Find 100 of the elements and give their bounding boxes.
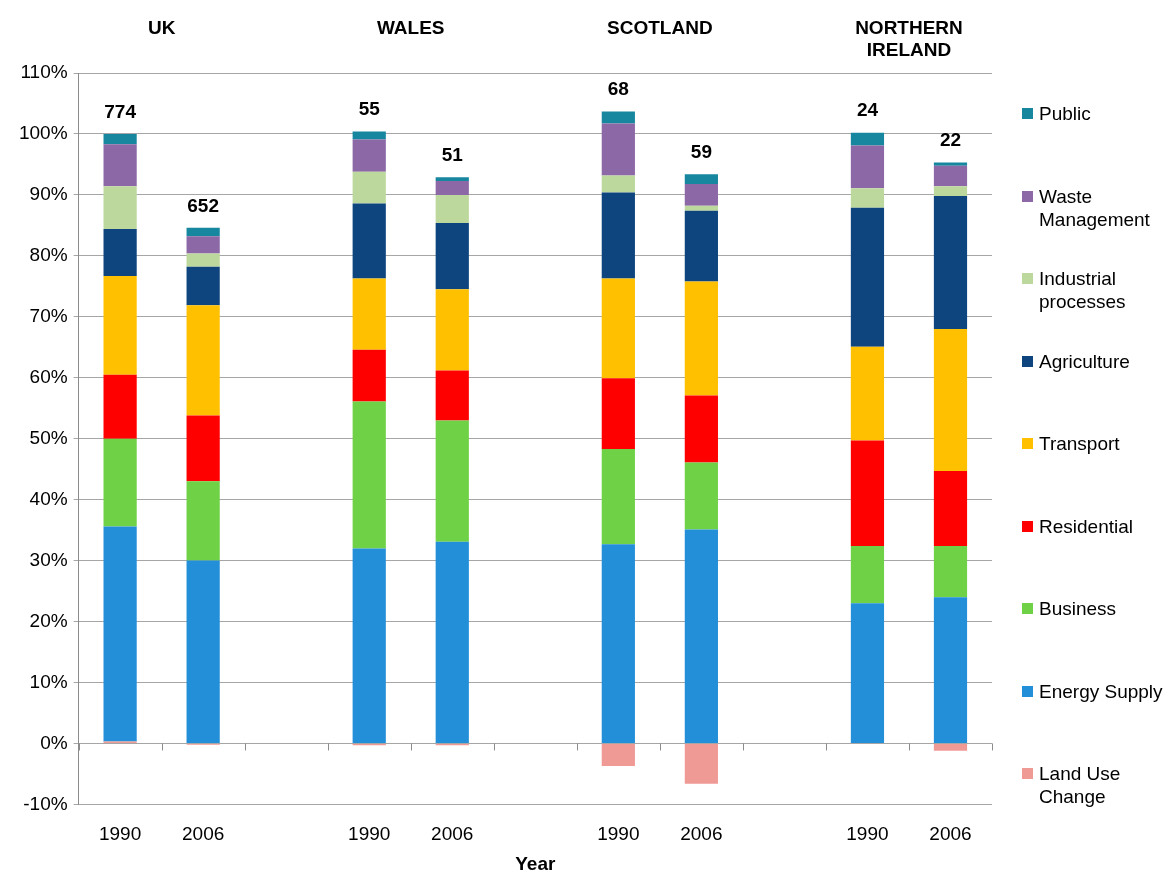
bar [601,743,635,766]
annotation: 59 [690,140,712,162]
bar [933,165,968,187]
y-tick-label: 0% [40,731,68,753]
bar [435,222,469,290]
text: NORTHERN IRELAND [855,16,963,60]
x-tick-label: 2006 [431,823,474,845]
bar [933,196,968,329]
x-tick-label: 1990 [597,823,640,845]
x-tick-label: 2006 [182,823,225,845]
y-tick-label: 80% [29,244,68,266]
bar [850,188,885,208]
legend-label: Industrial processes [1039,267,1127,313]
bar [933,545,968,598]
y-tick-label: 40% [29,487,68,509]
x-tick-label: 1990 [846,823,889,845]
legend-label: Public [1039,102,1092,125]
bar [601,378,635,450]
bar [186,236,220,254]
bar [850,132,885,146]
bar [186,560,220,743]
y-tick-label: 100% [18,122,68,144]
annotation: 51 [441,143,464,165]
bar [352,548,386,743]
bar [103,438,137,527]
bar [186,415,220,482]
bar [850,145,885,189]
bar [933,597,968,743]
bar [601,175,635,193]
bar [352,349,386,402]
y-tick-label: 10% [29,670,68,692]
bar [103,186,137,230]
bar [435,370,469,421]
bar [186,253,220,267]
bar [435,180,469,195]
bar [684,174,718,184]
bar [684,743,718,784]
text: WALES [376,16,445,38]
x-tick-label: 1990 [98,823,142,845]
legend-label: Transport [1039,432,1121,455]
bar [435,541,469,743]
legend-label: Energy Supply [1039,679,1164,703]
bar [601,192,635,279]
bar [850,346,885,441]
bar [435,194,469,223]
legend-label: Agriculture [1039,349,1131,373]
bar [601,544,635,743]
bar [103,275,137,375]
bar [435,177,469,181]
bar [850,207,885,347]
bar [684,183,718,206]
bar [103,133,137,145]
bar [601,278,635,379]
bar [933,186,968,197]
bar [186,227,220,237]
bar [684,395,718,463]
annotation: 652 [187,194,219,216]
legend-label: Waste Management [1039,184,1151,231]
annotation: 24 [856,99,879,121]
y-tick-label: 20% [29,609,68,631]
bar [684,281,718,396]
bar [933,743,968,751]
annotation: 22 [939,129,962,151]
bar [352,139,386,172]
y-tick-label: 110% [20,61,68,83]
bar [352,278,386,350]
text: SCOTLAND [607,16,713,38]
annotation: 774 [104,100,137,122]
y-tick-label: 60% [29,365,68,387]
x-tick-label: 1990 [348,823,391,845]
bar [186,305,220,416]
y-tick-label: 90% [29,183,68,205]
bar [850,545,885,604]
legend-label: Land Use Change [1039,762,1122,808]
bar [186,481,220,561]
text: UK [147,16,176,38]
annotation: 55 [358,98,381,120]
x-tick-label: 2006 [929,823,972,845]
bar [435,420,469,542]
bar [933,162,968,166]
y-tick-label: 50% [29,426,68,448]
bar [684,462,718,530]
bar [684,529,718,743]
bar [850,440,885,546]
legend-label: Residential [1039,514,1134,538]
bar [103,374,137,439]
y-tick-label: 30% [29,548,68,570]
bar [933,328,968,471]
bar [352,203,386,279]
bar [352,171,386,204]
bar [601,449,635,545]
bar [103,144,137,187]
legend-label: Business [1039,597,1118,620]
bar [103,526,137,742]
bar [601,111,635,124]
bar [352,401,386,549]
bar [601,123,635,176]
bar [684,210,718,282]
bar [850,603,885,743]
x-tick-label: 2006 [680,823,723,845]
